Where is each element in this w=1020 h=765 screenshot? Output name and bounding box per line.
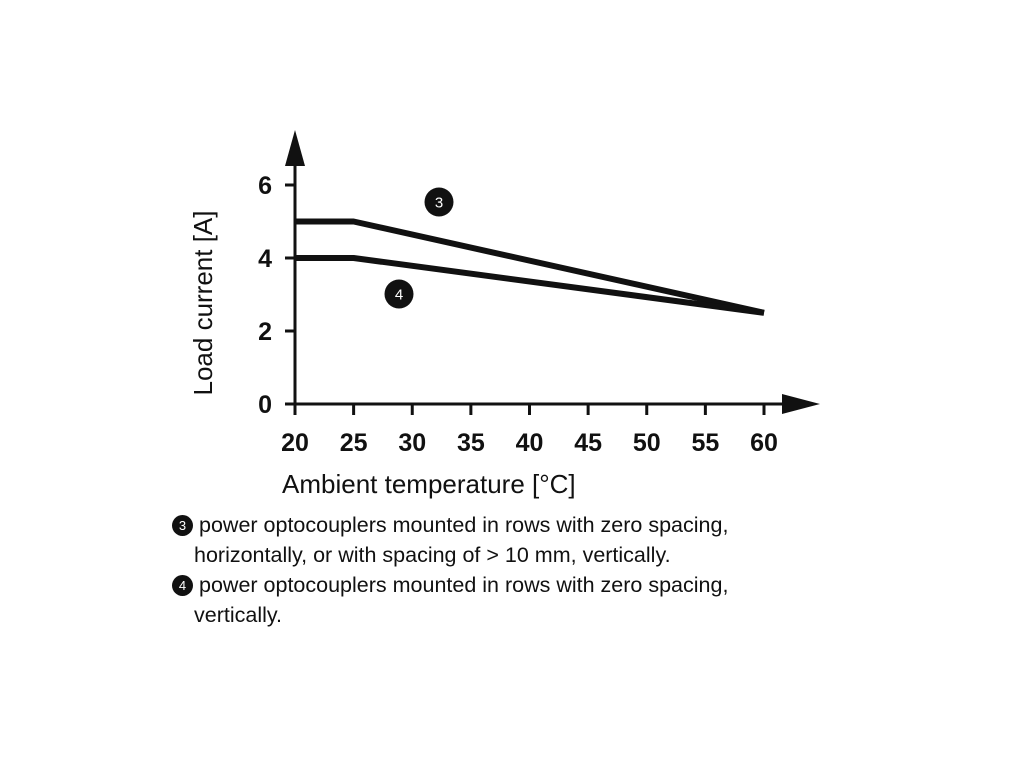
footnote-4-text1: power optocouplers mounted in rows with … — [199, 573, 729, 597]
x-axis-label: Ambient temperature [°C] — [282, 469, 576, 499]
x-tick-label: 55 — [691, 429, 719, 457]
x-tick-label: 35 — [457, 429, 485, 457]
footnote-3: 3 power optocouplers mounted in rows with… — [172, 510, 872, 570]
footnote-3-line2: horizontally, or with spacing of > 10 mm… — [194, 543, 671, 567]
x-tick-label: 60 — [750, 429, 778, 457]
y-tick-label: 6 — [258, 172, 272, 200]
footnote-3-text1: power optocouplers mounted in rows with … — [199, 513, 729, 537]
x-tick-label: 20 — [281, 429, 309, 457]
footnotes: 3 power optocouplers mounted in rows with… — [172, 510, 872, 630]
x-tick-label: 40 — [516, 429, 544, 457]
x-tick-label: 45 — [574, 429, 602, 457]
x-tick-label: 25 — [340, 429, 368, 457]
series-marker-label: 3 — [435, 195, 443, 212]
footnote-4-line1: 4 power optocouplers mounted in rows with… — [172, 570, 872, 600]
series-marker-label: 4 — [395, 287, 403, 304]
series-marker-circle — [384, 279, 414, 309]
marker-4-badge: 4 — [172, 575, 193, 596]
x-axis-arrow — [782, 394, 820, 414]
x-tick-label: 30 — [398, 429, 426, 457]
y-tick-label: 2 — [258, 318, 272, 346]
series-line-4 — [295, 255, 765, 316]
footnote-3-line1: 3 power optocouplers mounted in rows with… — [172, 510, 872, 540]
series-lines — [295, 218, 765, 316]
series-marker-3: 3 — [424, 187, 454, 217]
marker-3-badge: 3 — [172, 515, 193, 536]
x-ticks: 20 25 30 35 40 45 50 55 60 — [281, 404, 778, 457]
series-line-3 — [295, 218, 765, 316]
series-marker-4: 4 — [384, 279, 414, 309]
chart-axes — [285, 130, 820, 414]
y-tick-label: 0 — [258, 391, 272, 419]
footnote-4: 4 power optocouplers mounted in rows with… — [172, 570, 872, 630]
y-tick-label: 4 — [258, 245, 272, 273]
series-marker-circle — [424, 187, 454, 217]
series-markers: 34 — [384, 187, 454, 309]
y-axis-label: Load current [A] — [188, 211, 218, 396]
y-axis-arrow — [285, 130, 305, 166]
footnote-4-line2: vertically. — [194, 603, 283, 627]
x-tick-label: 50 — [633, 429, 661, 457]
y-ticks: 0 2 4 6 — [258, 172, 295, 419]
